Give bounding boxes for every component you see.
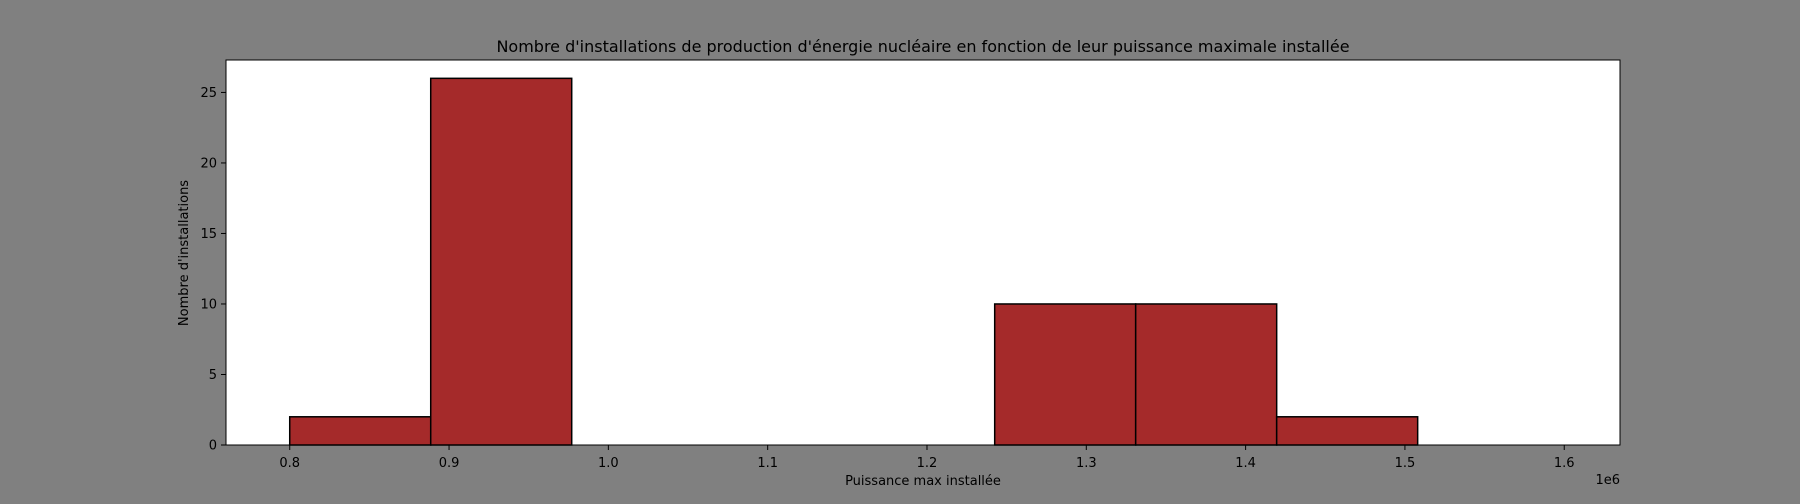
- y-tick-label: 25: [200, 86, 217, 101]
- x-axis-offset-label: 1e6: [1595, 473, 1620, 488]
- y-tick-label: 15: [200, 227, 217, 242]
- histogram-bar: [288, 416, 432, 446]
- x-axis-label: Puissance max installée: [845, 474, 1001, 489]
- y-tick-label: 5: [209, 368, 217, 383]
- y-tick-label: 20: [200, 156, 217, 171]
- x-tick-label: 1.2: [917, 456, 938, 471]
- bars-group: [288, 77, 1419, 446]
- y-tick-label: 10: [200, 297, 217, 312]
- y-axis-ticks: 0 5 10 15 20 25: [200, 86, 226, 454]
- x-tick-label: 0.9: [439, 456, 460, 471]
- y-axis-label: Nombre d'installations: [177, 180, 192, 326]
- x-tick-label: 1.1: [757, 456, 778, 471]
- plot-frame: [225, 59, 1621, 446]
- x-tick-label: 1.3: [1076, 456, 1097, 471]
- histogram-bar: [1275, 416, 1419, 446]
- x-axis-ticks: 0.8 0.9 1.0 1.1 1.2 1.3 1.4 1.5 1.6: [279, 445, 1575, 471]
- y-tick-label: 0: [209, 439, 217, 454]
- chart-title: Nombre d'installations de production d'é…: [496, 37, 1349, 56]
- x-tick-label: 1.6: [1554, 456, 1575, 471]
- x-tick-label: 1.4: [1235, 456, 1256, 471]
- x-tick-label: 0.8: [279, 456, 300, 471]
- x-tick-label: 1.0: [598, 456, 619, 471]
- histogram-bar: [1134, 303, 1278, 446]
- histogram-bar: [993, 303, 1137, 446]
- histogram-bar: [429, 77, 573, 446]
- x-tick-label: 1.5: [1395, 456, 1416, 471]
